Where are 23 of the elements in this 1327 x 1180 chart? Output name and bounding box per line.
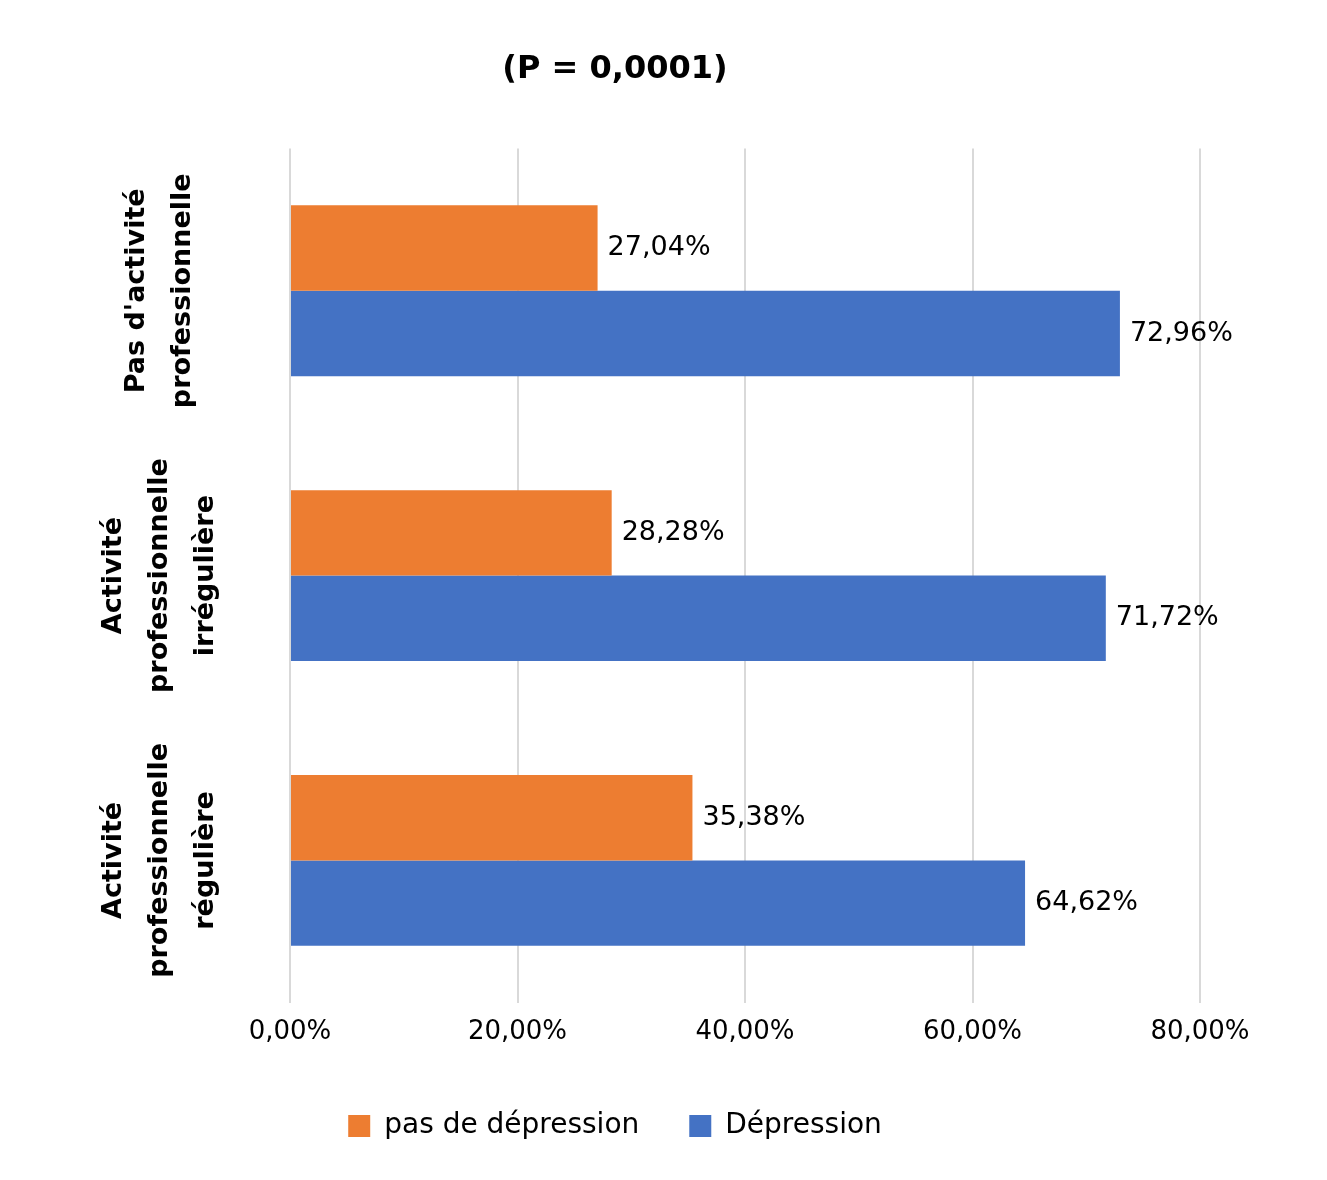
bar — [291, 575, 1106, 662]
x-tick-label: 60,00% — [922, 1015, 1023, 1046]
chart-title: (P = 0,0001) — [502, 47, 728, 86]
legend-label: Dépression — [725, 1107, 882, 1141]
data-label: 27,04% — [607, 230, 711, 262]
bar — [291, 774, 693, 861]
bar — [291, 205, 598, 291]
data-label: 71,72% — [1115, 600, 1219, 632]
data-label: 64,62% — [1035, 885, 1139, 917]
y-tick-label: Pas d'activité professionnelle — [119, 173, 197, 409]
bar — [291, 860, 1026, 946]
x-tick-label: 40,00% — [695, 1015, 795, 1046]
y-tick-label: Activité professionnelle régulière — [96, 743, 220, 978]
x-tick-label: 80,00% — [1150, 1015, 1250, 1046]
data-label: 28,28% — [621, 514, 725, 546]
y-tick-label: Activité professionnelle irrégulière — [96, 458, 220, 693]
bar — [291, 490, 612, 576]
x-tick-label: 20,00% — [467, 1015, 568, 1046]
bar — [291, 290, 1120, 377]
legend-label: pas de dépression — [384, 1107, 640, 1141]
data-label: 35,38% — [702, 799, 806, 831]
data-label: 72,96% — [1129, 315, 1233, 347]
x-tick-label: 0,00% — [248, 1015, 332, 1046]
